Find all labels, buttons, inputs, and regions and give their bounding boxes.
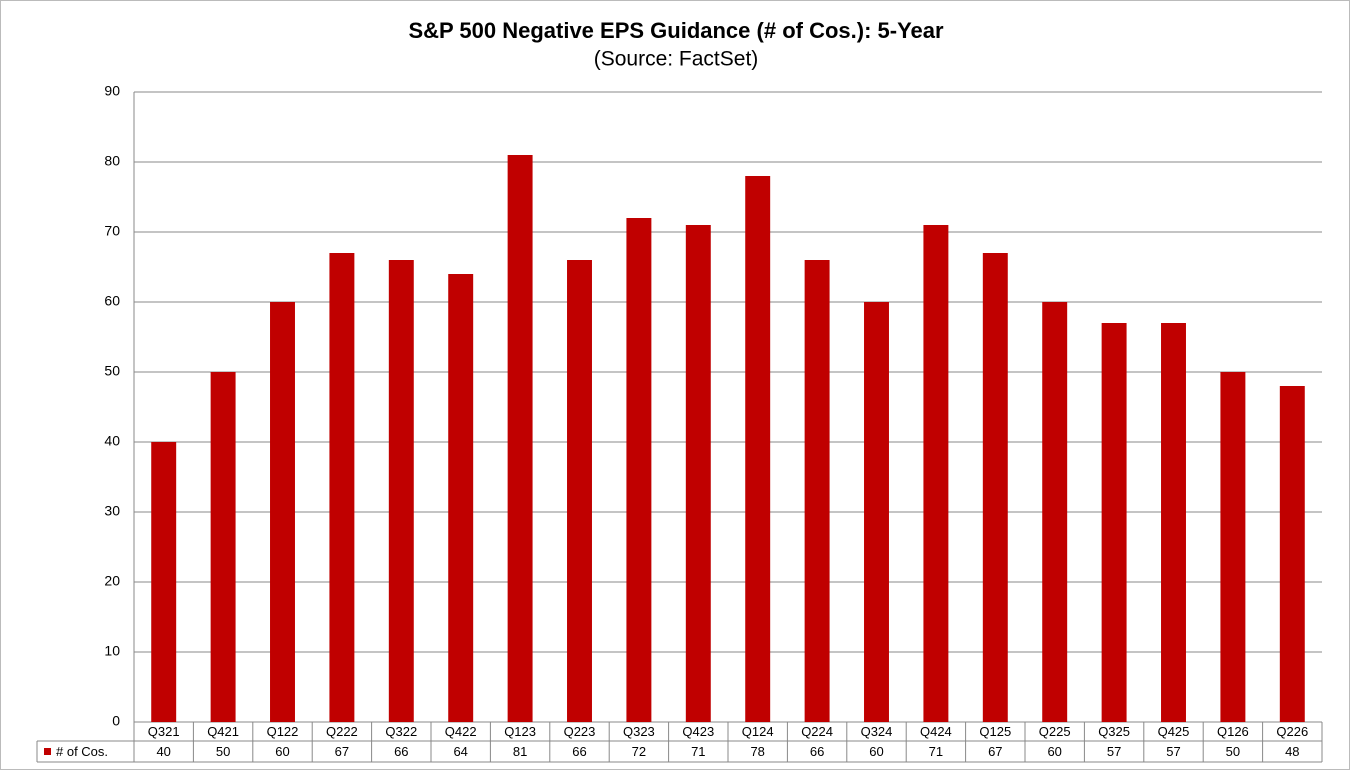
x-tick-label: Q223: [564, 724, 596, 739]
bar: [448, 274, 474, 722]
y-tick-label: 10: [104, 643, 120, 659]
y-tick-label: 60: [104, 293, 120, 309]
table-value: 67: [335, 744, 349, 759]
x-tick-label: Q424: [920, 724, 952, 739]
x-tick-label: Q324: [861, 724, 893, 739]
x-tick-label: Q421: [207, 724, 239, 739]
x-tick-label: Q425: [1158, 724, 1190, 739]
table-value: 71: [691, 744, 705, 759]
y-tick-label: 20: [104, 573, 120, 589]
table-value: 72: [632, 744, 646, 759]
bar: [329, 253, 355, 722]
x-tick-label: Q225: [1039, 724, 1071, 739]
bar: [804, 260, 830, 722]
x-tick-label: Q321: [148, 724, 180, 739]
bar: [923, 225, 949, 722]
x-tick-label: Q222: [326, 724, 358, 739]
bar: [626, 218, 652, 722]
table-value: 78: [750, 744, 764, 759]
bar: [567, 260, 592, 722]
bar: [745, 176, 771, 722]
legend-label: # of Cos.: [56, 744, 108, 759]
x-tick-label: Q422: [445, 724, 477, 739]
bar: [507, 155, 533, 722]
table-value: 50: [216, 744, 230, 759]
bar: [1101, 323, 1127, 722]
chart-subtitle: (Source: FactSet): [594, 48, 759, 71]
table-value: 48: [1285, 744, 1299, 759]
bar: [1279, 386, 1305, 722]
table-value: 66: [572, 744, 586, 759]
x-tick-label: Q122: [267, 724, 299, 739]
table-value: 67: [988, 744, 1002, 759]
bar: [982, 253, 1008, 722]
y-tick-label: 70: [104, 223, 120, 239]
table-value: 66: [810, 744, 824, 759]
table-value: 60: [1047, 744, 1061, 759]
y-tick-label: 0: [112, 713, 120, 729]
bar: [1161, 323, 1186, 722]
table-value: 50: [1226, 744, 1240, 759]
table-value: 60: [869, 744, 883, 759]
x-tick-label: Q224: [801, 724, 833, 739]
x-tick-label: Q124: [742, 724, 774, 739]
x-tick-label: Q325: [1098, 724, 1130, 739]
x-tick-label: Q323: [623, 724, 655, 739]
table-value: 66: [394, 744, 408, 759]
table-value: 81: [513, 744, 527, 759]
bar: [685, 225, 711, 722]
table-value: 60: [275, 744, 289, 759]
x-tick-label: Q322: [385, 724, 417, 739]
y-tick-label: 80: [104, 153, 120, 169]
y-tick-label: 30: [104, 503, 120, 519]
bar: [210, 372, 236, 722]
y-tick-label: 40: [104, 433, 120, 449]
x-tick-label: Q126: [1217, 724, 1249, 739]
table-value: 40: [156, 744, 170, 759]
x-tick-label: Q125: [979, 724, 1011, 739]
legend-swatch: [44, 748, 51, 755]
y-tick-label: 50: [104, 363, 120, 379]
table-value: 64: [453, 744, 467, 759]
table-value: 57: [1107, 744, 1121, 759]
table-value: 57: [1166, 744, 1180, 759]
bar: [151, 442, 177, 722]
bar: [1042, 302, 1068, 722]
x-tick-label: Q423: [682, 724, 714, 739]
y-tick-label: 90: [104, 83, 120, 99]
bar: [1220, 372, 1246, 722]
x-tick-label: Q123: [504, 724, 536, 739]
bar: [388, 260, 414, 722]
chart-title: S&P 500 Negative EPS Guidance (# of Cos.…: [408, 18, 944, 43]
bar: [864, 302, 889, 722]
bar: [270, 302, 295, 722]
table-value: 71: [929, 744, 943, 759]
x-tick-label: Q226: [1276, 724, 1308, 739]
